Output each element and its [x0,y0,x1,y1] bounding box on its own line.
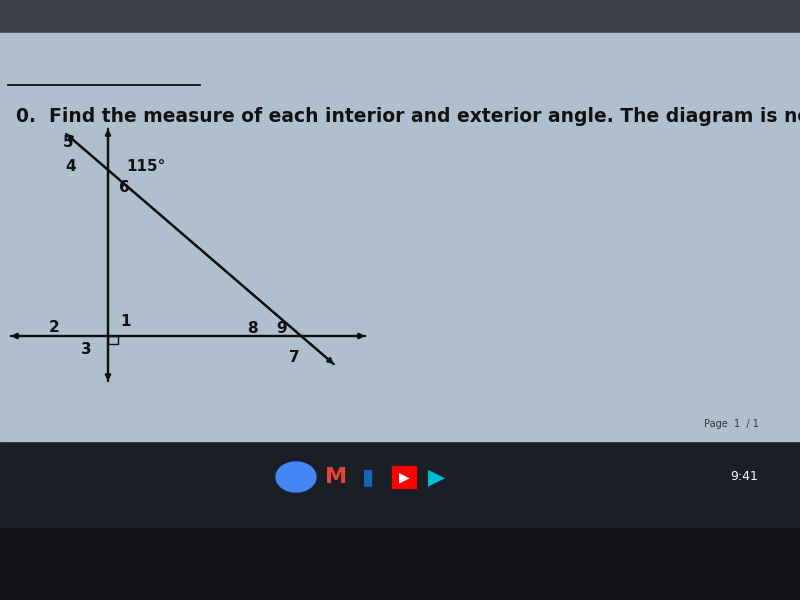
Bar [0,441,800,528]
Text: ▶: ▶ [398,470,410,484]
Text: 5: 5 [62,135,74,150]
Circle shape [276,462,316,492]
Text: 8: 8 [247,322,258,336]
Text: 1: 1 [120,313,131,329]
Text: 3: 3 [81,342,92,356]
Bar [108,336,118,344]
Text: 7: 7 [289,349,300,364]
Text: 4: 4 [65,159,76,174]
Text: 9: 9 [276,322,287,336]
Text: 115°: 115° [126,159,166,174]
Bar [0,0,800,33]
Text: 2: 2 [49,320,60,335]
Bar [0,33,800,441]
Text: ▶: ▶ [427,467,445,487]
Bar [392,466,416,488]
Text: ●: ● [284,463,308,491]
Text: M: M [325,467,347,487]
Text: 9:41: 9:41 [730,470,758,484]
Text: Page  1  / 1: Page 1 / 1 [704,419,759,429]
Text: 0.  Find the measure of each interior and exterior angle. The diagram is not to : 0. Find the measure of each interior and… [16,107,800,127]
Bar [0,528,800,600]
Text: ▮: ▮ [362,467,374,487]
Text: 6: 6 [118,180,130,194]
